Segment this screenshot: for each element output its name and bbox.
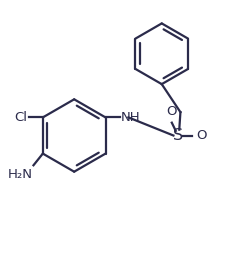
Text: O: O: [197, 129, 207, 142]
Text: NH: NH: [121, 111, 140, 124]
Text: Cl: Cl: [15, 111, 28, 124]
Text: O: O: [166, 105, 176, 118]
Text: S: S: [173, 128, 183, 143]
Text: H₂N: H₂N: [7, 168, 32, 181]
